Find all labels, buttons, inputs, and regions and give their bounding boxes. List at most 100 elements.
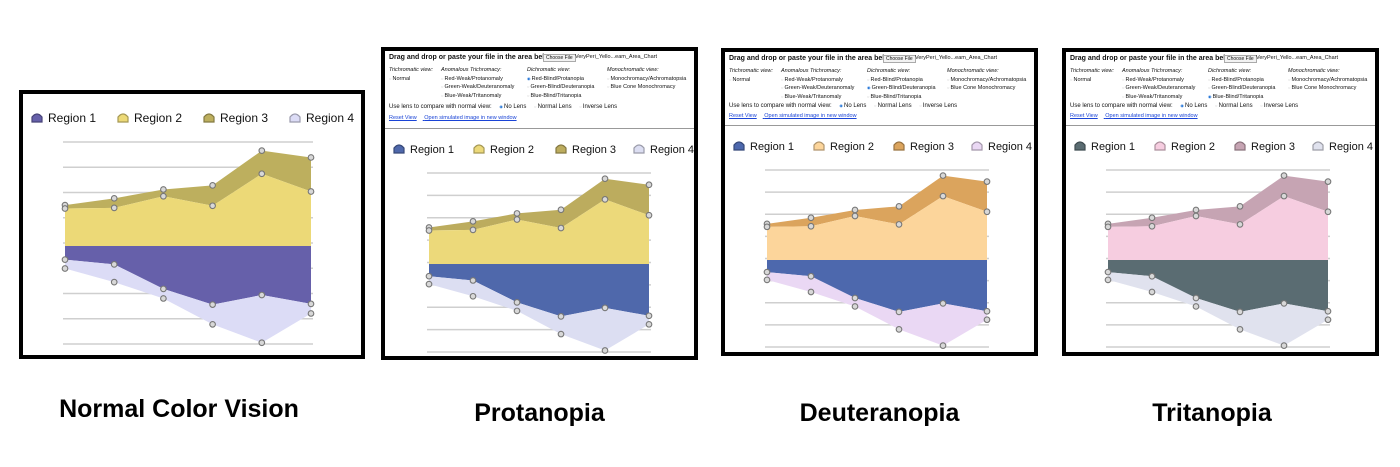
data-point xyxy=(939,300,947,307)
data-point xyxy=(1324,316,1332,324)
reset-view-link[interactable]: Reset View xyxy=(1070,113,1098,119)
reset-view-link[interactable]: Reset View xyxy=(729,113,757,119)
data-point xyxy=(1148,214,1156,222)
legend-swatch xyxy=(203,113,215,123)
data-point xyxy=(307,154,315,161)
legend-swatch xyxy=(555,144,567,154)
option-normal-lens[interactable]: Normal Lens xyxy=(1215,103,1253,109)
option-red-blind[interactable]: Red-Blind/Protanopia xyxy=(527,75,594,84)
legend-swatch xyxy=(289,113,301,123)
data-point xyxy=(61,265,69,272)
open-new-window-link[interactable]: Open simulated image in new window xyxy=(1105,113,1198,119)
legend-swatch xyxy=(813,141,825,151)
option-blue-weak[interactable]: Blue-Weak/Tritanomaly xyxy=(441,92,514,101)
option-green-blind[interactable]: Green-Blind/Deuteranopia xyxy=(527,83,595,92)
area-region-3 xyxy=(1108,175,1328,227)
data-point xyxy=(983,208,991,216)
data-point xyxy=(1236,202,1244,210)
open-new-window-link[interactable]: Open simulated image in new window xyxy=(764,113,857,119)
option-red-weak[interactable]: Red-Weak/Protanomaly xyxy=(441,75,514,84)
option-achromatopsia[interactable]: Monochromacy/Achromatopsia xyxy=(947,76,1027,85)
file-name: VeryPeri_Yello...eam_Area_Chart xyxy=(1256,55,1339,61)
data-point xyxy=(160,192,167,200)
col-anomalous: Anomalous Trichromacy: Red-Weak/Protanom… xyxy=(781,68,854,101)
option-normal-lens[interactable]: Normal Lens xyxy=(874,103,912,109)
trichromatic-label: Trichromatic view: xyxy=(389,67,433,73)
option-inverse-lens[interactable]: Inverse Lens xyxy=(919,103,957,109)
option-achromatopsia[interactable]: Monochromacy/Achromatopsia xyxy=(607,75,687,84)
area-region-2 xyxy=(1108,196,1328,260)
data-point xyxy=(307,300,315,308)
area-region-1 xyxy=(65,246,311,305)
data-point xyxy=(851,294,859,302)
legend-item: Region 1 xyxy=(393,144,454,156)
data-point xyxy=(1324,307,1332,315)
data-point xyxy=(110,278,118,286)
option-blue-cone[interactable]: Blue Cone Monochromacy xyxy=(1288,84,1367,93)
data-point xyxy=(1280,172,1288,179)
data-point xyxy=(307,310,315,317)
area-region-4 xyxy=(429,276,649,351)
data-point xyxy=(1148,288,1156,296)
data-point xyxy=(601,304,609,312)
choose-file-button[interactable]: Choose File xyxy=(1224,55,1257,63)
data-point xyxy=(1236,221,1244,228)
reset-view-link[interactable]: Reset View xyxy=(389,115,417,121)
option-blue-blind[interactable]: Blue-Blind/Tritanopia xyxy=(527,92,594,101)
option-red-weak[interactable]: Red-Weak/Protanomaly xyxy=(781,76,854,85)
option-green-weak[interactable]: Green-Weak/Deuteranomaly xyxy=(781,84,855,93)
option-red-blind[interactable]: Red-Blind/Protanopia xyxy=(867,76,936,85)
data-point xyxy=(1104,223,1112,231)
data-point xyxy=(469,277,477,284)
choose-file-button[interactable]: Choose File xyxy=(543,54,576,62)
area-region-4 xyxy=(767,272,987,346)
data-point xyxy=(1148,272,1156,280)
option-no-lens[interactable]: No Lens xyxy=(1180,103,1207,109)
option-green-weak[interactable]: Green-Weak/Deuteranomaly xyxy=(441,83,515,92)
choose-file-button[interactable]: Choose File xyxy=(883,55,916,63)
open-new-window-link[interactable]: Open simulated image in new window xyxy=(424,115,517,121)
legend-label: Region 3 xyxy=(572,144,616,156)
col-monochromatic: Monochromatic view: Monochromacy/Achroma… xyxy=(607,67,686,92)
option-blue-cone[interactable]: Blue Cone Monochromacy xyxy=(607,83,686,92)
drop-text: Drag and drop or paste your file in the … xyxy=(389,54,566,61)
data-point xyxy=(895,308,903,316)
legend-item: Region 2 xyxy=(1154,141,1215,153)
option-normal-lens[interactable]: Normal Lens xyxy=(534,104,572,110)
option-no-lens[interactable]: No Lens xyxy=(499,104,526,110)
data-point xyxy=(851,212,859,220)
option-inverse-lens[interactable]: Inverse Lens xyxy=(1260,103,1298,109)
data-point xyxy=(110,261,118,268)
option-blue-cone[interactable]: Blue Cone Monochromacy xyxy=(947,84,1026,93)
legend-swatch xyxy=(31,113,43,123)
option-green-weak[interactable]: Green-Weak/Deuteranomaly xyxy=(1122,84,1196,93)
legend-item: Region 1 xyxy=(1074,141,1135,153)
lens-label: Use lens to compare with normal view: xyxy=(1070,103,1173,109)
data-point xyxy=(513,216,521,223)
legend-swatch xyxy=(473,144,485,154)
option-achromatopsia[interactable]: Monochromacy/Achromatopsia xyxy=(1288,76,1368,85)
option-inverse-lens[interactable]: Inverse Lens xyxy=(579,104,617,110)
option-normal[interactable]: Normal xyxy=(389,75,433,84)
option-blue-blind[interactable]: Blue-Blind/Tritanopia xyxy=(1208,93,1275,102)
data-point xyxy=(1324,208,1332,216)
option-normal[interactable]: Normal xyxy=(729,76,773,85)
option-red-weak[interactable]: Red-Weak/Protanomaly xyxy=(1122,76,1195,85)
chart-svg-tritanopia: Region 1 Region 2 Region 3 Region 4 xyxy=(1074,141,1373,349)
area-series xyxy=(1108,175,1328,346)
data-point xyxy=(160,186,167,193)
file-name: VeryPeri_Yello...eam_Area_Chart xyxy=(575,54,658,60)
data-point xyxy=(763,276,771,284)
option-normal[interactable]: Normal xyxy=(1070,76,1114,85)
data-point xyxy=(557,206,565,214)
trichromatic-label: Trichromatic view: xyxy=(1070,68,1114,74)
option-green-blind[interactable]: Green-Blind/Deuteranopia xyxy=(867,84,936,93)
option-red-blind[interactable]: Red-Blind/Protanopia xyxy=(1208,76,1275,85)
option-no-lens[interactable]: No Lens xyxy=(839,103,866,109)
data-point xyxy=(160,295,167,302)
option-blue-blind[interactable]: Blue-Blind/Tritanopia xyxy=(867,93,936,102)
option-blue-weak[interactable]: Blue-Weak/Tritanomaly xyxy=(781,93,854,102)
option-blue-weak[interactable]: Blue-Weak/Tritanomaly xyxy=(1122,93,1195,102)
option-green-blind[interactable]: Green-Blind/Deuteranopia xyxy=(1208,84,1276,93)
legend-item: Region 3 xyxy=(1234,141,1295,153)
